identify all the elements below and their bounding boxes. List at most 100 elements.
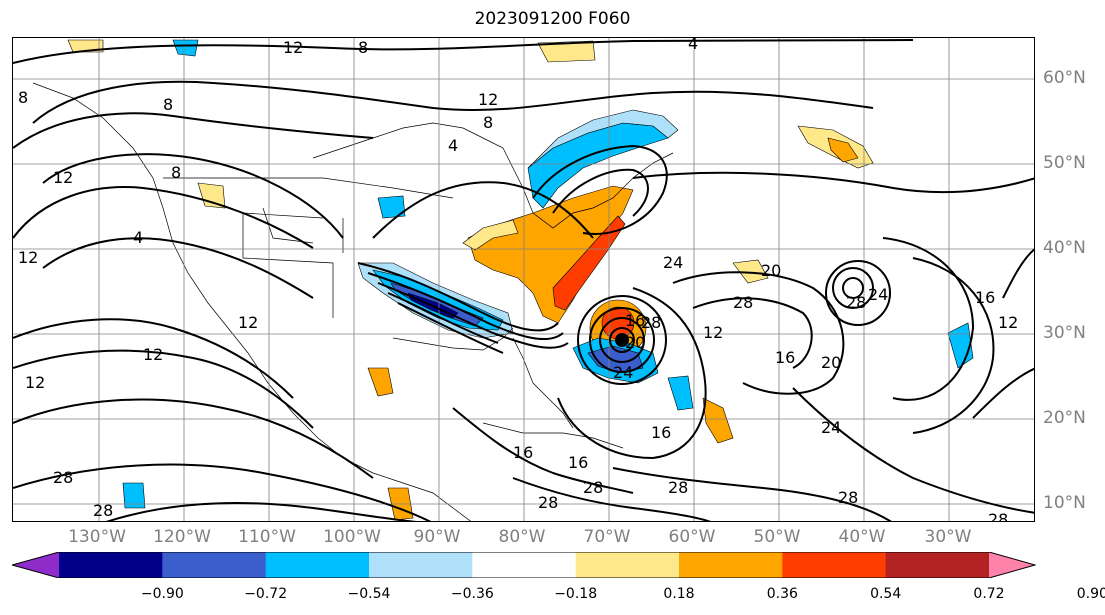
contour-label: 8 bbox=[18, 88, 28, 107]
contour-label: 28 bbox=[838, 488, 858, 507]
contour-label: 12 bbox=[703, 323, 723, 342]
contour-label: 16 bbox=[775, 348, 795, 367]
longitude-label: 130°W bbox=[68, 527, 126, 547]
warm-patch-top-2 bbox=[537, 40, 596, 63]
colorbar-tick-label: −0.36 bbox=[450, 586, 494, 602]
contour-label: 16 bbox=[513, 443, 533, 462]
contour-label: 12 bbox=[25, 373, 45, 392]
colorbar-tick-label: −0.18 bbox=[554, 586, 598, 602]
coastlines bbox=[32, 82, 674, 521]
contour-label: 24 bbox=[868, 285, 888, 304]
colorbar-segment bbox=[59, 552, 163, 578]
warm-outer-northeast bbox=[462, 219, 519, 251]
graticule bbox=[13, 38, 1034, 521]
cool-outer-north bbox=[527, 109, 679, 169]
contour-label: 24 bbox=[821, 418, 841, 437]
contour-label: 28 bbox=[53, 468, 73, 487]
latitude-label: 20°N bbox=[1043, 408, 1086, 428]
contour-label: 28 bbox=[846, 293, 866, 312]
contour-label: 28 bbox=[583, 478, 603, 497]
latitude-label: 60°N bbox=[1043, 68, 1086, 88]
hurricane-center bbox=[615, 333, 629, 347]
contour-label: 12 bbox=[478, 90, 498, 109]
cool-patch-caribbean bbox=[667, 375, 694, 411]
longitude-label: 60°W bbox=[668, 527, 716, 547]
latitude-label: 40°N bbox=[1043, 238, 1086, 258]
contour-label: 16 bbox=[651, 423, 671, 442]
colorbar-tick-label: 0.90 bbox=[1076, 586, 1105, 602]
longitude-label: 100°W bbox=[323, 527, 381, 547]
longitude-label: 40°W bbox=[838, 527, 886, 547]
contour-label: 28 bbox=[538, 493, 558, 512]
warm-patch-east-atlantic bbox=[732, 259, 769, 284]
contour-label: 20 bbox=[821, 353, 841, 372]
contour-lines bbox=[13, 39, 1034, 521]
contour-label: 12 bbox=[143, 345, 163, 364]
contour-label: 16 bbox=[975, 288, 995, 307]
hot-core-northeast bbox=[552, 215, 626, 311]
contour-label: 12 bbox=[238, 313, 258, 332]
colorbar-segment bbox=[472, 552, 577, 578]
contour-label: 8 bbox=[163, 95, 173, 114]
latitude-label: 30°N bbox=[1043, 323, 1086, 343]
longitude-label: 50°W bbox=[753, 527, 801, 547]
colorbar-segment bbox=[679, 552, 783, 578]
cool-patch-pacific bbox=[122, 482, 146, 509]
latitude-label: 50°N bbox=[1043, 153, 1086, 173]
warm-patch-gulf bbox=[367, 367, 394, 397]
colorbar-segment bbox=[369, 552, 473, 578]
cool-patch-mountains bbox=[377, 195, 406, 219]
colorbar-tick-label: 0.18 bbox=[663, 586, 695, 602]
contour-label: 4 bbox=[133, 228, 143, 247]
contour-label: 12 bbox=[18, 248, 38, 267]
colorbar-tick-label: 0.36 bbox=[766, 586, 798, 602]
map-panel: 12 8 4 12 4 8 8 12 12 12 12 8 4 12 16 20… bbox=[12, 37, 1035, 522]
colorbar bbox=[12, 552, 1036, 578]
contour-label: 20 bbox=[625, 333, 645, 352]
hurricane-cold-core bbox=[587, 345, 644, 374]
contour-label: 20 bbox=[761, 261, 781, 280]
contour-label-group: 12 8 4 12 4 8 8 12 12 12 12 8 4 12 16 20… bbox=[18, 38, 1018, 522]
contour-label: 24 bbox=[613, 363, 633, 382]
longitude-label: 110°W bbox=[238, 527, 296, 547]
latitude-label: 10°N bbox=[1043, 493, 1086, 513]
map-canvas: 12 8 4 12 4 8 8 12 12 12 12 8 4 12 16 20… bbox=[13, 38, 1034, 522]
longitude-label: 80°W bbox=[498, 527, 546, 547]
contour-label: 16 bbox=[625, 311, 645, 330]
contour-label: 12 bbox=[998, 313, 1018, 332]
contour-label: 28 bbox=[988, 510, 1008, 522]
warm-patch-top-1 bbox=[67, 39, 104, 53]
colorbar-segment bbox=[885, 552, 990, 578]
contour-label: 8 bbox=[358, 38, 368, 57]
colorbar-segment bbox=[265, 552, 370, 578]
contour-label: 4 bbox=[688, 38, 698, 53]
colorbar-tick-label: 0.54 bbox=[870, 586, 902, 602]
warm-patch-west bbox=[197, 182, 226, 209]
colorbar-tick-label: −0.90 bbox=[140, 586, 184, 602]
colorbar-segment bbox=[782, 552, 887, 578]
colorbar-segment bbox=[162, 552, 267, 578]
warm-patch-atlantic-2 bbox=[827, 137, 859, 163]
contour-label: 12 bbox=[53, 168, 73, 187]
colorbar-segment bbox=[575, 552, 680, 578]
contour-label: 16 bbox=[568, 453, 588, 472]
contour-label: 28 bbox=[668, 478, 688, 497]
warm-patch-caribbean bbox=[702, 397, 734, 444]
contour-label: 28 bbox=[641, 313, 661, 332]
longitude-label: 70°W bbox=[583, 527, 631, 547]
colorbar-tick-label: −0.72 bbox=[244, 586, 288, 602]
contour-label: 28 bbox=[93, 501, 113, 520]
longitude-label: 30°W bbox=[924, 527, 972, 547]
contour-label: 8 bbox=[171, 163, 181, 182]
longitude-label: 90°W bbox=[413, 527, 461, 547]
contour-label: 12 bbox=[283, 38, 303, 57]
colorbar-tick-label: −0.54 bbox=[347, 586, 391, 602]
contour-label: 28 bbox=[733, 293, 753, 312]
colorbar-extend-high bbox=[989, 552, 1035, 578]
cool-patch-top-1 bbox=[172, 39, 199, 57]
colorbar-tick-label: 0.72 bbox=[973, 586, 1005, 602]
colorbar-extend-low bbox=[12, 552, 59, 578]
contour-label: 4 bbox=[448, 136, 458, 155]
longitude-label: 120°W bbox=[153, 527, 211, 547]
contour-label: 24 bbox=[663, 253, 683, 272]
